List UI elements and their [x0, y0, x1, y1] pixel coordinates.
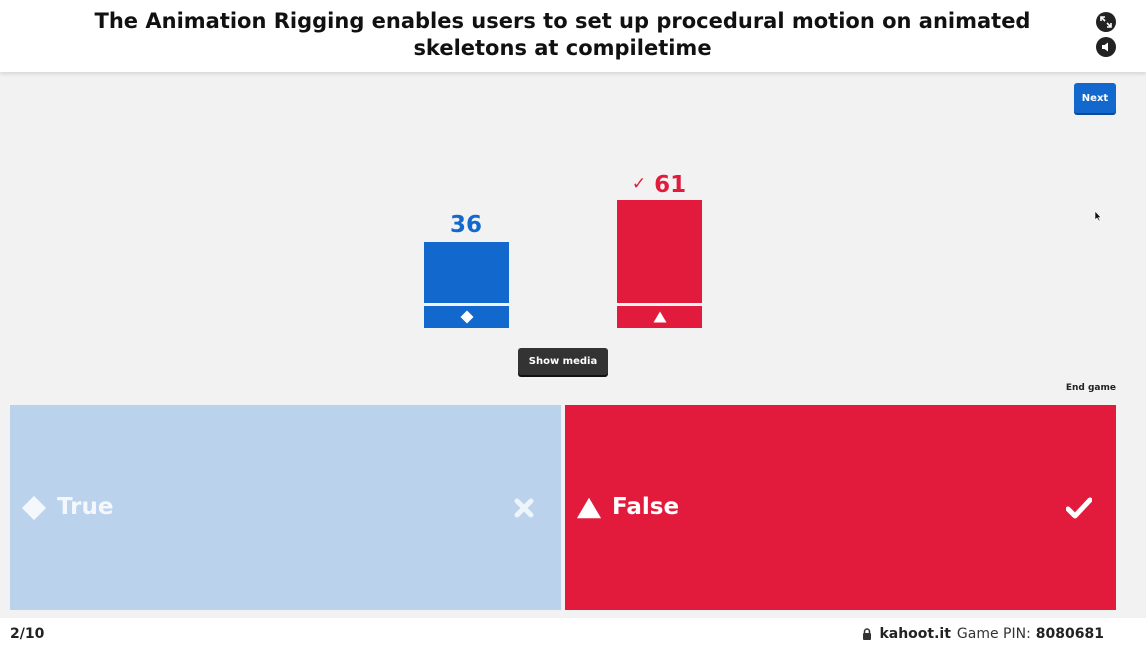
- answer-label: True: [57, 494, 114, 520]
- result-count-false: ✓ 61: [599, 170, 719, 199]
- result-bar-footer-false: [617, 306, 702, 328]
- question-header: The Animation Rigging enables users to s…: [0, 0, 1146, 72]
- volume-icon[interactable]: [1096, 37, 1116, 57]
- game-pin-label: Game PIN:: [956, 626, 1031, 642]
- brand-name: kahoot.it: [879, 626, 951, 642]
- expand-icon[interactable]: [1096, 12, 1116, 32]
- answer-label: False: [612, 494, 680, 520]
- question-title: The Animation Rigging enables users to s…: [94, 9, 1031, 60]
- answer-true[interactable]: True: [10, 405, 561, 610]
- check-icon: [1066, 495, 1092, 521]
- lock-icon: [862, 628, 872, 640]
- next-button[interactable]: Next: [1074, 83, 1116, 113]
- triangle-icon: [653, 311, 666, 323]
- diamond-icon: [21, 495, 47, 521]
- cross-icon: [511, 495, 537, 521]
- result-bar-true: [424, 242, 509, 303]
- diamond-icon: [460, 310, 473, 324]
- game-pin-area: kahoot.it Game PIN: 8080681: [862, 626, 1104, 642]
- result-count-value: 36: [449, 212, 482, 238]
- result-bar-false: [617, 200, 702, 303]
- end-game-button[interactable]: End game: [1040, 383, 1116, 393]
- triangle-icon: [576, 495, 602, 521]
- footer-bar: 2/10 kahoot.it Game PIN: 8080681: [0, 618, 1146, 648]
- result-bar-footer-true: [424, 306, 509, 328]
- game-pin-value: 8080681: [1035, 626, 1104, 642]
- answer-false[interactable]: False: [565, 405, 1116, 610]
- mouse-cursor-icon: [1094, 207, 1102, 226]
- question-counter: 2/10: [10, 626, 45, 642]
- show-media-button[interactable]: Show media: [518, 348, 608, 375]
- check-icon: ✓: [631, 174, 647, 194]
- result-count-true: 36: [406, 211, 526, 239]
- result-count-value: 61: [654, 172, 687, 198]
